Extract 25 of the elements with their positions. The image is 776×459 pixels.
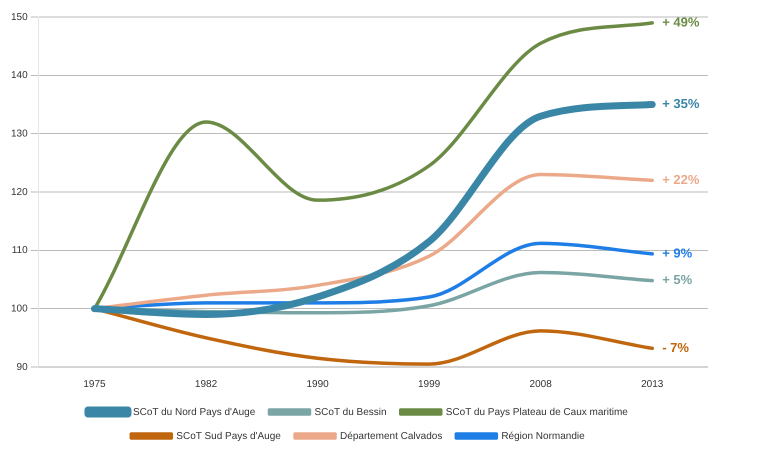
- legend-label: SCoT Sud Pays d'Auge: [176, 430, 282, 442]
- legend-label: SCoT du Nord Pays d'Auge: [132, 406, 256, 418]
- annotation: + 9%: [662, 245, 693, 260]
- x-tick-label: 1990: [306, 378, 330, 390]
- y-tick-label: 130: [10, 128, 28, 140]
- y-tick-label: 150: [10, 12, 28, 23]
- x-tick-label: 2008: [530, 378, 552, 390]
- annotation: + 22%: [662, 172, 700, 187]
- y-tick-label: 100: [10, 303, 28, 314]
- x-tick-label: 2013: [641, 378, 664, 390]
- legend-label: SCoT du Bessin: [314, 406, 387, 418]
- legend-label: Département Calvados: [340, 430, 442, 442]
- annotation: + 5%: [662, 272, 693, 288]
- legend-label: SCoT du Pays Plateau de Caux maritime: [446, 406, 628, 418]
- y-tick-label: 120: [10, 186, 28, 198]
- annotation: + 35%: [662, 96, 700, 112]
- y-tick-label: 110: [12, 245, 28, 256]
- legend-label: Région Normandie: [501, 430, 586, 442]
- x-tick-label: 1999: [418, 378, 441, 390]
- annotation: + 49%: [662, 14, 700, 30]
- x-tick-label: 1975: [83, 378, 106, 390]
- y-tick-label: 90: [16, 362, 28, 373]
- annotation: - 7%: [662, 340, 690, 355]
- x-tick-label: 1982: [194, 378, 218, 390]
- y-tick-label: 140: [10, 70, 28, 82]
